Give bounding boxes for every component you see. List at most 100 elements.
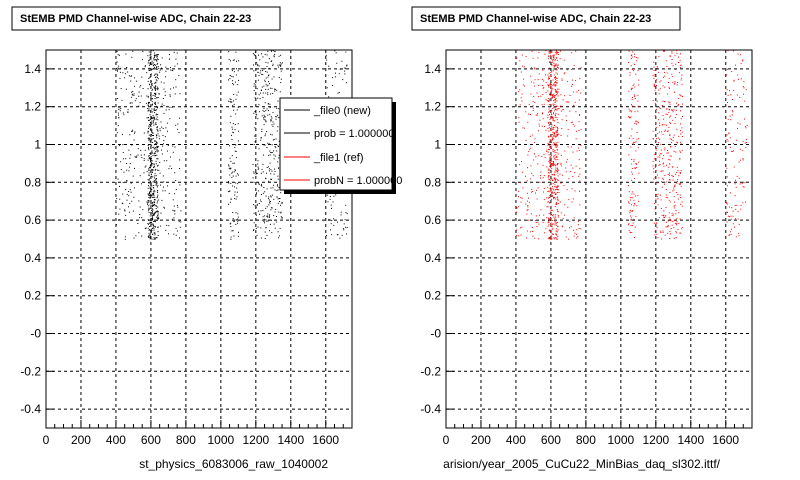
data-point bbox=[635, 167, 636, 169]
data-point bbox=[149, 164, 151, 166]
data-point bbox=[578, 175, 580, 177]
data-point bbox=[560, 182, 562, 184]
data-point bbox=[662, 123, 664, 125]
data-point bbox=[636, 163, 638, 165]
data-point bbox=[546, 99, 548, 101]
data-point bbox=[260, 137, 262, 139]
data-point bbox=[738, 235, 740, 237]
data-point bbox=[671, 73, 673, 75]
data-point bbox=[560, 162, 562, 164]
data-point bbox=[556, 50, 557, 52]
data-point bbox=[272, 125, 274, 127]
data-point bbox=[153, 148, 155, 150]
data-point bbox=[552, 163, 554, 165]
data-point bbox=[654, 86, 656, 88]
data-point bbox=[557, 107, 559, 109]
data-point bbox=[155, 64, 156, 66]
data-point bbox=[168, 192, 170, 194]
data-point bbox=[149, 125, 151, 126]
data-point bbox=[679, 158, 681, 160]
data-point bbox=[577, 224, 579, 226]
data-point bbox=[147, 96, 149, 98]
data-point bbox=[273, 55, 275, 57]
data-point bbox=[653, 70, 655, 71]
data-point bbox=[172, 145, 174, 147]
data-point bbox=[521, 100, 523, 102]
data-point bbox=[548, 101, 550, 103]
data-point bbox=[633, 141, 635, 143]
data-point bbox=[116, 68, 118, 69]
data-point bbox=[536, 226, 538, 227]
data-point bbox=[260, 210, 262, 212]
data-point bbox=[270, 50, 272, 52]
data-point bbox=[131, 130, 133, 132]
data-point bbox=[637, 110, 639, 112]
data-point bbox=[551, 191, 553, 193]
data-point bbox=[552, 188, 554, 190]
data-point bbox=[735, 208, 737, 210]
data-point bbox=[157, 62, 159, 64]
data-point bbox=[672, 65, 674, 67]
data-point bbox=[658, 177, 660, 179]
data-point bbox=[666, 152, 668, 154]
data-point bbox=[551, 96, 553, 98]
data-point bbox=[153, 194, 155, 196]
data-point bbox=[156, 127, 158, 129]
data-point bbox=[131, 219, 133, 221]
data-point bbox=[547, 222, 549, 224]
data-point bbox=[264, 116, 266, 118]
data-point bbox=[147, 223, 149, 225]
data-point bbox=[516, 57, 518, 59]
data-point bbox=[256, 234, 258, 236]
data-point bbox=[264, 191, 266, 193]
data-point bbox=[229, 75, 231, 77]
data-point bbox=[262, 171, 264, 173]
data-point bbox=[150, 190, 152, 192]
data-point bbox=[122, 112, 124, 114]
data-point bbox=[744, 142, 746, 144]
data-point bbox=[271, 170, 273, 172]
data-point bbox=[262, 192, 264, 194]
data-point bbox=[659, 156, 661, 158]
data-point bbox=[175, 86, 177, 88]
data-point bbox=[554, 179, 556, 181]
data-point bbox=[541, 104, 543, 106]
data-point bbox=[674, 68, 676, 70]
data-point bbox=[151, 132, 153, 134]
data-point bbox=[549, 146, 551, 148]
data-point bbox=[549, 110, 551, 112]
data-point bbox=[553, 55, 555, 57]
data-point bbox=[150, 180, 151, 182]
data-point bbox=[554, 194, 556, 196]
data-point bbox=[666, 114, 668, 115]
data-point bbox=[275, 147, 277, 149]
data-point bbox=[262, 210, 264, 212]
data-point bbox=[550, 74, 552, 76]
data-point bbox=[148, 149, 150, 151]
data-point bbox=[149, 186, 151, 188]
data-point bbox=[557, 171, 559, 172]
data-point bbox=[735, 139, 737, 141]
data-point bbox=[556, 82, 558, 84]
data-point bbox=[550, 217, 551, 218]
data-point bbox=[151, 144, 153, 146]
data-point bbox=[555, 72, 557, 74]
data-point bbox=[151, 163, 153, 165]
data-point bbox=[269, 162, 271, 164]
data-point bbox=[633, 205, 635, 207]
data-point bbox=[263, 215, 265, 217]
data-point bbox=[157, 213, 159, 215]
data-point bbox=[666, 226, 668, 228]
data-point bbox=[548, 172, 550, 174]
data-point bbox=[152, 224, 154, 226]
data-point bbox=[526, 230, 528, 232]
data-point bbox=[672, 176, 674, 178]
data-point bbox=[230, 222, 232, 224]
data-point bbox=[631, 68, 633, 70]
data-point bbox=[659, 131, 660, 133]
data-point bbox=[532, 110, 534, 111]
data-point bbox=[152, 216, 153, 218]
data-point bbox=[656, 226, 658, 228]
data-point bbox=[153, 196, 155, 198]
data-point bbox=[628, 115, 630, 117]
